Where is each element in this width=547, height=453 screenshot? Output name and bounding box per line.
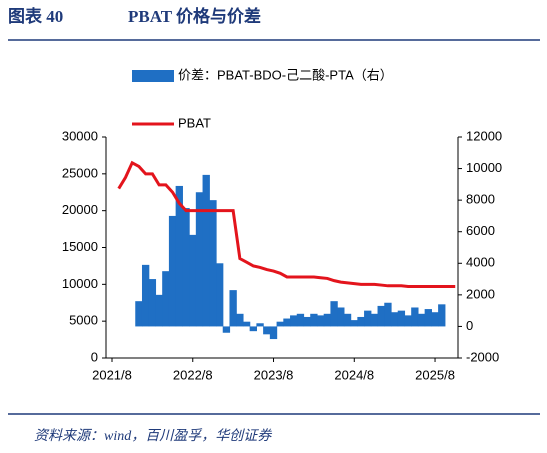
spread-bar [135,301,143,327]
spread-bar [256,323,264,327]
spread-bar [296,313,305,327]
spread-bar [364,310,372,327]
spread-bar [343,313,352,327]
y-tick-label: 20000 [62,202,98,217]
spread-bar [249,326,257,332]
spread-bar [330,301,338,327]
spread-bar [276,321,284,327]
spread-bar [141,264,150,327]
spread-bar [310,313,318,327]
y-tick-label: 0 [91,349,98,364]
spread-bar [242,321,251,327]
spread-bar [148,279,157,327]
spread-bar [222,326,231,333]
y-tick-label: 25000 [62,165,98,180]
spread-bar [417,313,426,327]
x-tick-label: 2022/8 [173,367,213,382]
pbat-line [117,160,456,289]
spread-bar [350,320,358,327]
spread-bar [182,208,190,327]
x-tick-label: 2024/8 [334,367,374,382]
y-tick-label: 30000 [62,128,98,143]
spread-bar [390,312,399,327]
spread-bar [290,315,298,327]
spread-bar [263,326,271,335]
spread-bar [303,316,311,327]
chart-title: PBAT 价格与价差 [128,6,261,26]
y-tick-label: 5000 [69,313,98,328]
spread-bar [384,302,392,327]
spread-bar [397,310,406,327]
y2-tick-label: 8000 [466,192,495,207]
figure-label: 图表 40 [8,6,63,26]
spread-bar [162,271,170,327]
spread-bar [337,307,345,327]
y2-tick-label: 2000 [466,286,495,301]
spread-bar [411,307,419,327]
spread-bar [431,312,439,327]
spread-bar [202,174,210,327]
source-note: 资料来源：wind，百川盈孚，华创证券 [34,428,272,444]
spread-bar [168,215,177,327]
y2-tick-label: 6000 [466,223,495,238]
y2-tick-label: -2000 [466,349,499,364]
x-tick-label: 2023/8 [254,367,294,382]
spread-bar [283,318,291,327]
legend-swatch [132,70,174,82]
legend-label: 价差：PBAT-BDO-己二酸-PTA（右） [178,67,393,82]
spread-bar [404,315,412,327]
spread-bar [357,316,365,327]
spread-bar [323,313,332,327]
y2-tick-label: 10000 [466,160,502,175]
y2-tick-label: 4000 [466,255,495,270]
y-tick-label: 10000 [62,276,98,291]
spread-bar [229,290,237,327]
spread-bar [155,294,163,327]
y2-tick-label: 0 [466,318,473,333]
spread-bar [189,234,197,327]
x-tick-label: 2021/8 [92,367,132,382]
spread-bar [236,313,244,327]
x-tick-label: 2025/8 [415,367,455,382]
spread-bar [370,313,379,327]
y-tick-label: 15000 [62,239,98,254]
spread-bar [195,192,204,327]
spread-bar [175,185,183,327]
y2-tick-label: 12000 [466,128,502,143]
spread-bar [269,326,278,340]
spread-bar [377,305,385,327]
spread-bar [438,304,446,327]
spread-bar [424,309,432,327]
spread-bar [316,315,325,327]
spread-bar [209,200,217,327]
spread-bar [216,263,224,327]
legend-label: PBAT [178,115,211,130]
